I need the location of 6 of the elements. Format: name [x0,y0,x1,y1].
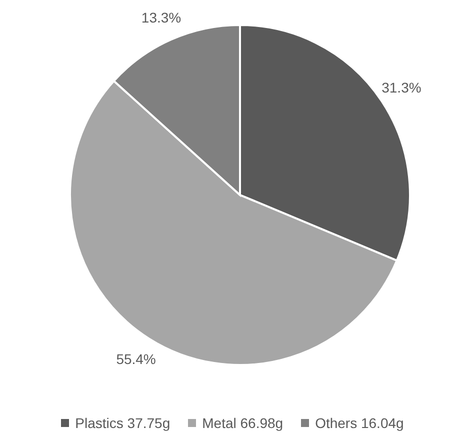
data-label: 31.3% [382,79,422,96]
legend-label: Plastics 37.75g [75,415,170,431]
data-label: 55.4% [116,350,156,367]
data-label: 13.3% [141,10,182,26]
legend-label: Metal 66.98g [202,415,284,431]
legend-label: Others 16.04g [315,415,404,431]
